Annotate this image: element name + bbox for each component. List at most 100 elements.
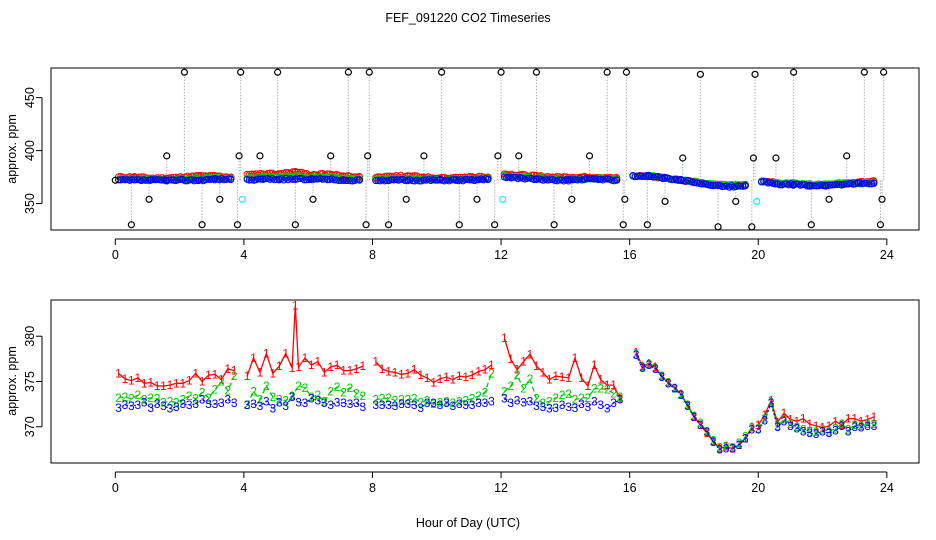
bottom-series-2-mark: 2 xyxy=(671,382,678,396)
bottom-series-3-mark: 3 xyxy=(469,398,476,412)
top-blue-point xyxy=(186,176,194,184)
bottom-series-2-mark: 2 xyxy=(302,381,309,395)
bottom-series-1-mark: 1 xyxy=(192,366,199,380)
bottom-series-1-mark: 1 xyxy=(327,360,334,374)
bottom-series-3-mark: 3 xyxy=(578,397,585,411)
bottom-series-2-mark: 2 xyxy=(372,393,379,407)
bottom-series-2-mark: 2 xyxy=(768,395,775,409)
chart-title: FEF_091220 CO2 Timeseries xyxy=(385,11,550,25)
top-green-point xyxy=(248,174,256,182)
top-plot-frame xyxy=(50,67,920,231)
bottom-series-2-mark: 2 xyxy=(864,417,871,431)
top-black-point xyxy=(751,70,759,78)
bottom-series-3-mark: 3 xyxy=(597,398,604,412)
bottom-series-1-mark: 1 xyxy=(314,355,321,369)
bottom-series-1-mark: 1 xyxy=(604,378,611,392)
bottom-series-3-mark: 3 xyxy=(141,395,148,409)
top-blue-point xyxy=(861,179,869,187)
top-black-point xyxy=(643,221,651,229)
bottom-series-2-mark: 2 xyxy=(192,392,199,406)
bottom-series-3-mark: 3 xyxy=(697,418,704,432)
top-black-point xyxy=(163,152,171,160)
top-blue-point xyxy=(546,176,554,184)
bottom-y-axis-label: approx. ppm xyxy=(5,346,19,415)
bottom-series-3-line xyxy=(375,400,492,409)
top-blue-point xyxy=(835,181,843,189)
bottom-series-2-mark: 2 xyxy=(565,387,572,401)
bottom-series-1-mark: 1 xyxy=(871,410,878,424)
bottom-series-3-mark: 3 xyxy=(514,394,521,408)
bottom-series-2-mark: 2 xyxy=(871,417,878,431)
top-blue-point xyxy=(149,176,157,184)
bottom-series-2-line xyxy=(375,373,493,405)
bottom-series-3-mark: 3 xyxy=(475,396,482,410)
top-black-point xyxy=(198,221,206,229)
top-black-point xyxy=(291,221,299,229)
bottom-series-2-mark: 2 xyxy=(224,384,231,398)
bottom-series-2-mark: 2 xyxy=(424,394,431,408)
bottom-series-1-mark: 1 xyxy=(469,368,476,382)
bottom-series-3-mark: 3 xyxy=(858,421,865,435)
bottom-series-1-mark: 1 xyxy=(147,375,154,389)
top-blue-point xyxy=(712,181,720,189)
bottom-series-3-mark: 3 xyxy=(179,397,186,411)
top-black-point xyxy=(420,152,428,160)
top-black-point xyxy=(145,195,153,203)
bottom-series-1-mark: 1 xyxy=(787,413,794,427)
bottom-plot-frame xyxy=(50,299,920,464)
bottom-series-1-mark: 1 xyxy=(437,372,444,386)
top-blue-point xyxy=(372,177,380,185)
bottom-series-3-mark: 3 xyxy=(501,392,508,406)
bottom-series-2-mark: 2 xyxy=(826,424,833,438)
bottom-series-2-mark: 2 xyxy=(633,347,640,361)
bottom-series-2-mark: 2 xyxy=(115,391,122,405)
bottom-series-2-mark: 2 xyxy=(761,412,768,426)
bottom-series-3-mark: 3 xyxy=(205,397,212,411)
top-blue-point xyxy=(147,175,155,183)
bottom-series-1-mark: 1 xyxy=(417,368,424,382)
bottom-series-1-mark: 1 xyxy=(353,362,360,376)
top-y-tick-label: 450 xyxy=(23,87,37,108)
bottom-series-2-mark: 2 xyxy=(514,368,521,382)
top-x-tick-label: 0 xyxy=(112,248,119,262)
bottom-series-3-line xyxy=(247,395,364,410)
bottom-series-1-mark: 1 xyxy=(514,363,521,377)
bottom-series-3-mark: 3 xyxy=(546,402,553,416)
bottom-series-3-mark: 3 xyxy=(572,401,579,415)
bottom-series-1-mark: 1 xyxy=(806,417,813,431)
top-x-tick-label: 20 xyxy=(751,248,765,262)
top-blue-point xyxy=(670,176,678,184)
bottom-x-tick-label: 8 xyxy=(369,481,376,495)
bottom-series-1-mark: 1 xyxy=(160,379,167,393)
top-black-point xyxy=(327,152,335,160)
bottom-series-1-mark: 1 xyxy=(691,410,698,424)
top-black-point xyxy=(619,221,627,229)
bottom-series-1-mark: 1 xyxy=(295,360,302,374)
top-black-point xyxy=(661,197,669,206)
top-blue-point xyxy=(590,175,598,183)
bottom-series-2-mark: 2 xyxy=(231,369,238,383)
bottom-series-1-mark: 1 xyxy=(501,331,508,345)
top-black-point xyxy=(473,195,481,203)
bottom-series-2-mark: 2 xyxy=(379,392,386,406)
bottom-series-3-mark: 3 xyxy=(424,396,431,410)
bottom-series-1-mark: 1 xyxy=(832,414,839,428)
bottom-series-3-mark: 3 xyxy=(192,397,199,411)
top-blue-point xyxy=(461,175,469,183)
top-black-point xyxy=(878,195,886,203)
bottom-series-2-mark: 2 xyxy=(813,425,820,439)
bottom-x-tick-label: 20 xyxy=(751,481,765,495)
bottom-series-3-mark: 3 xyxy=(710,435,717,449)
top-x-tick-label: 8 xyxy=(369,248,376,262)
top-blue-point xyxy=(718,183,726,191)
bottom-series-2-mark: 2 xyxy=(639,360,646,374)
bottom-series-1-mark: 1 xyxy=(244,369,251,383)
bottom-series-3-mark: 3 xyxy=(671,382,678,396)
bottom-series-1-mark: 1 xyxy=(347,364,354,378)
top-black-point xyxy=(732,197,740,206)
bottom-series-1-mark: 1 xyxy=(729,442,736,456)
bottom-series-3-mark: 3 xyxy=(684,399,691,413)
bottom-series-3-mark: 3 xyxy=(845,424,852,438)
bottom-series-1-mark: 1 xyxy=(639,359,646,373)
bottom-series-3-mark: 3 xyxy=(122,398,129,412)
